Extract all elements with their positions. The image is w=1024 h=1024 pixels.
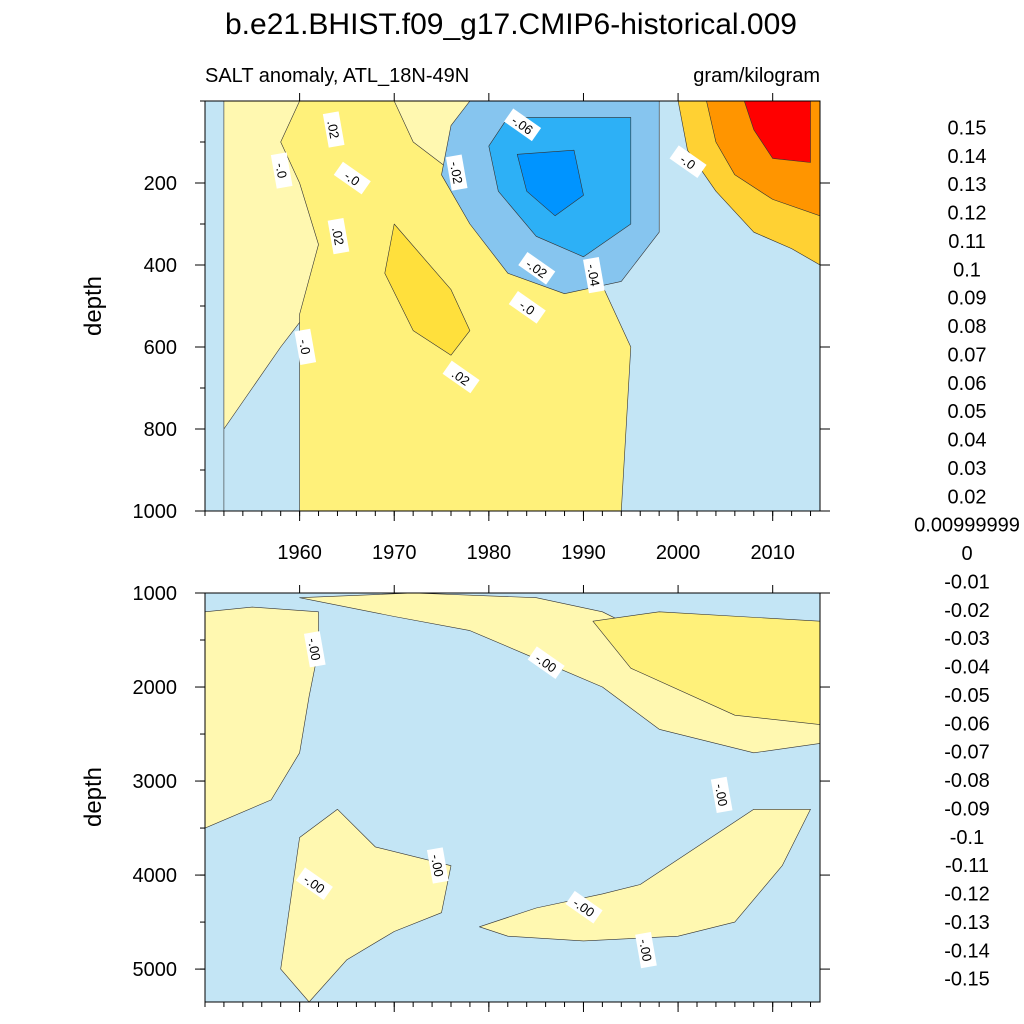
colorbar-label: -0.14 [944, 940, 990, 962]
x-tick-label: 1960 [277, 542, 322, 564]
y-tick-label: 600 [144, 337, 177, 359]
contour-label-text: -.00 [636, 938, 655, 963]
colorbar-label: -0.08 [944, 770, 990, 792]
colorbar-label: 0.00999999 [914, 515, 1020, 537]
colorbar-label: 0.14 [948, 146, 987, 168]
colorbar-label: -0.02 [944, 600, 990, 622]
colorbar-label: 0 [961, 543, 972, 565]
colorbar-label: 0.1 [953, 259, 981, 281]
colorbar-label: -0.1 [950, 827, 984, 849]
contour-label: -.00 [426, 847, 449, 884]
contour-label-text: .02 [329, 226, 347, 246]
contour-label: -.00 [635, 931, 657, 969]
x-tick-label: 1980 [467, 542, 512, 564]
y-tick-label: 400 [144, 255, 177, 277]
lower-y-axis-label: depth [80, 767, 107, 827]
colorbar-label: 0.08 [948, 316, 987, 338]
colorbar-label: -0.07 [944, 742, 990, 764]
x-tick-label: 1990 [561, 542, 606, 564]
colorbar: 0.15 0.14 0.13 0.12 0.11 0.1 0.09 0.08 0.07 0.06 0… [914, 117, 1020, 990]
subtitle-right: gram/kilogram [693, 65, 820, 87]
y-tick-label: 3000 [133, 771, 178, 793]
contour-label-text: -.00 [712, 783, 731, 808]
y-tick-label: 2000 [133, 677, 178, 699]
lower-contour-labels: -.00-.00-.00-.00-.00-.00-.00 [295, 631, 733, 969]
contour-label-text: -.04 [584, 263, 603, 288]
colorbar-label: -0.04 [944, 657, 990, 679]
colorbar-label: 0.07 [948, 344, 987, 366]
colorbar-label: 0.04 [948, 430, 987, 452]
main-title: b.e21.BHIST.f09_g17.CMIP6-historical.009 [225, 8, 797, 41]
colorbar-label: 0.06 [948, 373, 987, 395]
y-tick-label: 1000 [133, 501, 178, 523]
x-tick-label: 1970 [372, 542, 417, 564]
contour-label: -.00 [710, 776, 733, 814]
colorbar-label: 0.09 [948, 288, 987, 310]
contour-label: -.0 [669, 145, 707, 178]
contour-label-text: -.02 [447, 160, 466, 185]
colorbar-label: -0.11 [945, 855, 989, 877]
contour-region-5 [516, 149, 584, 217]
colorbar-label: 0.03 [948, 458, 987, 480]
colorbar-label: 0.13 [948, 174, 987, 196]
colorbar-label: -0.06 [944, 713, 990, 735]
contour-region-4 [479, 808, 811, 942]
colorbar-label: -0.03 [944, 628, 990, 650]
contour-label: -.00 [303, 631, 326, 668]
contour-label: .02 [322, 111, 345, 148]
colorbar-label: 0.02 [948, 486, 987, 508]
upper-y-axis-label: depth [80, 276, 107, 336]
plot-frame [204, 592, 821, 1003]
upper-panel: .02 -.06-.0 -.0 -.02 -.0.02-.02 -.04-.0-.0.02… [80, 93, 830, 564]
lower-axes: 1000 2000 3000 4000 5000 [133, 583, 830, 1012]
lower-panel: -.00-.00-.00-.00-.00-.00-.00 10002000300… [80, 583, 830, 1012]
contour-label: .02 [327, 217, 350, 255]
contour-label-text: -.0 [341, 168, 362, 189]
contour-label-text: -.00 [305, 637, 324, 662]
y-tick-label: 5000 [133, 959, 178, 981]
contour-label-text: .02 [324, 119, 342, 139]
colorbar-label: -0.15 [944, 969, 990, 991]
contour-label-text: -.00 [428, 853, 447, 878]
y-tick-label: 4000 [133, 865, 178, 887]
x-tick-label: 2010 [750, 542, 795, 564]
contour-label: -.04 [583, 256, 605, 294]
contour-label-text: -.0 [296, 338, 313, 356]
colorbar-label: 0.05 [948, 401, 987, 423]
contour-region-2 [384, 223, 471, 356]
y-tick-label: 1000 [133, 583, 178, 605]
colorbar-label: -0.01 [944, 571, 990, 593]
contour-label: -.0 [508, 290, 546, 324]
y-tick-label: 800 [144, 419, 177, 441]
contour-region-0 [205, 606, 319, 829]
contour-region-8 [743, 101, 811, 163]
contour-region-1 [299, 593, 820, 754]
contour-label-text: -.0 [272, 162, 289, 180]
contour-label-text: -.0 [516, 297, 537, 318]
contour-region-3 [280, 808, 452, 1002]
contour-label: -.0 [333, 161, 371, 195]
x-tick-label: 2000 [656, 542, 701, 564]
contour-label: -.0 [270, 152, 293, 189]
colorbar-label: 0.12 [948, 203, 987, 225]
upper-axes: 1960 1970 1980 1990 2000 2010 200 400 600 800 1000 [133, 93, 830, 564]
colorbar-label: -0.12 [944, 884, 990, 906]
colorbar-label: 0.11 [948, 231, 985, 253]
colorbar-label: -0.05 [944, 685, 990, 707]
contour-label-text: -.0 [677, 152, 698, 173]
contour-region-2 [592, 611, 820, 725]
contour-label: -.02 [445, 154, 468, 191]
colorbar-label: -0.09 [944, 798, 990, 820]
y-tick-label: 200 [144, 173, 177, 195]
contour-label: -.0 [294, 328, 317, 365]
colorbar-label: 0.15 [948, 117, 987, 139]
subtitle-left: SALT anomaly, ATL_18N-49N [205, 65, 469, 87]
colorbar-label: -0.13 [944, 912, 990, 934]
lower-contour-fill [205, 593, 820, 1002]
upper-contour-fill [205, 101, 820, 511]
